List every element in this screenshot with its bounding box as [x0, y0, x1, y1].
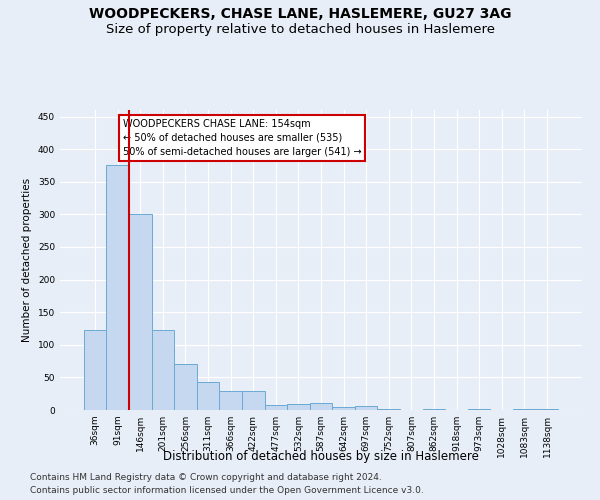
- Bar: [377, 408, 400, 410]
- Bar: [220, 391, 242, 410]
- Text: WOODPECKERS CHASE LANE: 154sqm
← 50% of detached houses are smaller (535)
50% of: WOODPECKERS CHASE LANE: 154sqm ← 50% of …: [122, 119, 361, 157]
- Bar: [265, 405, 287, 410]
- Bar: [174, 364, 197, 410]
- Bar: [332, 406, 355, 410]
- Text: WOODPECKERS, CHASE LANE, HASLEMERE, GU27 3AG: WOODPECKERS, CHASE LANE, HASLEMERE, GU27…: [89, 8, 511, 22]
- Text: Size of property relative to detached houses in Haslemere: Size of property relative to detached ho…: [106, 22, 494, 36]
- Bar: [536, 408, 558, 410]
- Text: Distribution of detached houses by size in Haslemere: Distribution of detached houses by size …: [163, 450, 479, 463]
- Bar: [242, 391, 265, 410]
- Bar: [197, 382, 220, 410]
- Bar: [152, 330, 174, 410]
- Bar: [355, 406, 377, 410]
- Bar: [84, 330, 106, 410]
- Bar: [422, 408, 445, 410]
- Bar: [106, 166, 129, 410]
- Text: Contains public sector information licensed under the Open Government Licence v3: Contains public sector information licen…: [30, 486, 424, 495]
- Bar: [129, 214, 152, 410]
- Y-axis label: Number of detached properties: Number of detached properties: [22, 178, 32, 342]
- Bar: [287, 404, 310, 410]
- Text: Contains HM Land Registry data © Crown copyright and database right 2024.: Contains HM Land Registry data © Crown c…: [30, 474, 382, 482]
- Bar: [310, 403, 332, 410]
